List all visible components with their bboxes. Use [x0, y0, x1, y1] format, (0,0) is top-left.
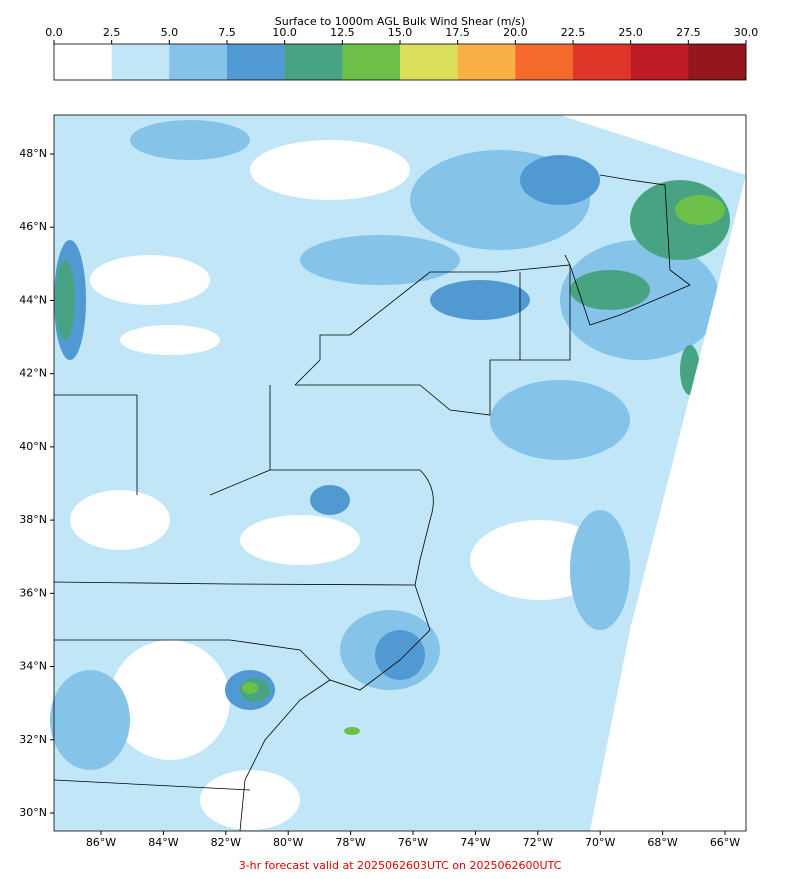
color-bin: [227, 44, 285, 80]
color-bin: [630, 44, 689, 80]
lat-tick-label: 42°N: [19, 367, 47, 380]
colorbar-tick-label: 2.5: [103, 26, 121, 39]
colorbar-tick-label: 15.0: [388, 26, 413, 39]
map-axes: 48°N 46°N 44°N 42°N 40°N 38°N 36°N 34°N 32°N 30°N…: [19, 147, 740, 849]
colorbar-title: Surface to 1000m AGL Bulk Wind Shear (m/…: [275, 15, 525, 28]
lat-tick-label: 32°N: [19, 733, 47, 746]
lat-tick-label: 48°N: [19, 147, 47, 160]
map-field: [50, 115, 746, 832]
color-bin: [111, 44, 170, 80]
color-bin: [400, 44, 458, 80]
lat-tick-label: 34°N: [19, 660, 47, 673]
lon-tick-label: 84°W: [148, 836, 178, 849]
lon-tick-label: 76°W: [398, 836, 428, 849]
colorbar-tick-label: 7.5: [218, 26, 236, 39]
colorbar-frame: [53, 43, 747, 81]
color-bin: [284, 44, 343, 80]
map-frame: [53, 114, 747, 832]
lon-tick-label: 70°W: [585, 836, 615, 849]
colorbar-tick-label: 17.5: [445, 26, 470, 39]
lon-tick-label: 68°W: [647, 836, 677, 849]
calm-areas: [70, 140, 610, 830]
lon-tick-label: 78°W: [335, 836, 365, 849]
outside-domain: [590, 175, 746, 831]
lon-tick-label: 72°W: [523, 836, 553, 849]
lon-tick-label: 86°W: [86, 836, 116, 849]
borders: [53, 174, 691, 832]
color-bin: [457, 44, 516, 80]
colorbar-tick-label: 30.0: [734, 26, 759, 39]
color-bin: [54, 44, 112, 80]
color-bin: [515, 44, 574, 80]
outside-domain: [54, 115, 746, 175]
very-strong-areas: [55, 180, 730, 702]
lon-tick-label: 82°W: [211, 836, 241, 849]
color-bin: [169, 44, 228, 80]
colorbar-tick-label: 25.0: [618, 26, 643, 39]
lat-tick-label: 38°N: [19, 513, 47, 526]
colorbar-tick-label: 0.0: [45, 26, 63, 39]
colorbar-tick-label: 27.5: [676, 26, 701, 39]
color-bin: [342, 44, 401, 80]
colorbar-tick-label: 10.0: [272, 26, 297, 39]
strongest-areas: [242, 195, 725, 735]
colorbar-tick-label: 20.0: [503, 26, 528, 39]
lon-tick-label: 74°W: [460, 836, 490, 849]
colorbar-tick-label: 12.5: [330, 26, 355, 39]
lon-tick-label: 80°W: [273, 836, 303, 849]
lat-tick-label: 30°N: [19, 806, 47, 819]
color-bin: [573, 44, 631, 80]
colorbar-tick-label: 22.5: [561, 26, 586, 39]
colorbar: 0.0 2.5 5.0 7.5 10.0 12.5 15.0 17.5 20.0 22.5 25.0…: [45, 26, 758, 80]
lat-tick-label: 36°N: [19, 586, 47, 599]
colorbar-tick-label: 5.0: [161, 26, 179, 39]
lon-tick-label: 66°W: [710, 836, 740, 849]
forecast-footer: 3-hr forecast valid at 2025062603UTC on …: [239, 859, 562, 872]
lat-tick-label: 44°N: [19, 293, 47, 306]
lat-tick-label: 40°N: [19, 440, 47, 453]
lat-tick-label: 46°N: [19, 220, 47, 233]
color-bin: [688, 44, 747, 80]
